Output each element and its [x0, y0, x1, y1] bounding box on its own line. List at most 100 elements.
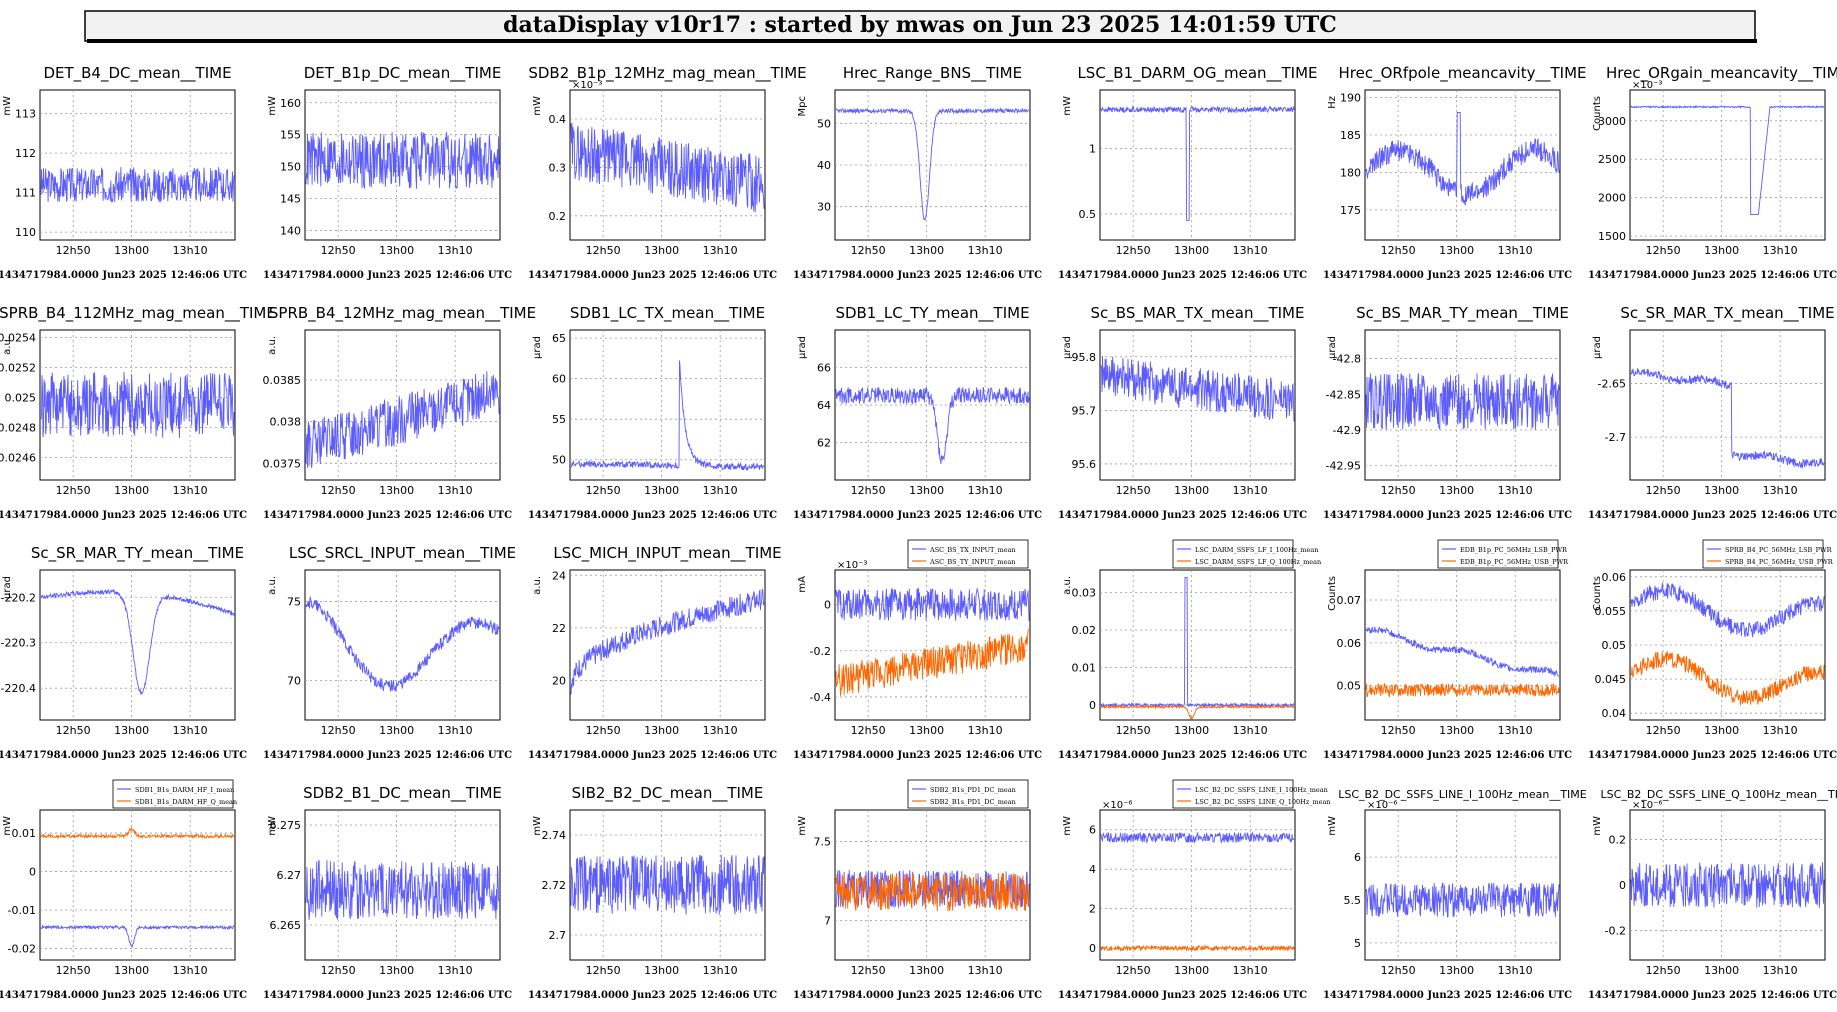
timestamp-footer: 1434717984.0000 Jun23 2025 12:46:06 UTC	[263, 990, 512, 1001]
x-tick-label: 13h00	[644, 244, 679, 257]
y-tick-label: -42.9	[1333, 424, 1361, 437]
series-line-0	[835, 587, 1030, 621]
y-tick-label: 113	[15, 108, 36, 121]
y-exponent: ×10⁻³	[1632, 80, 1662, 91]
x-tick-label: 13h10	[1498, 484, 1533, 497]
chart-panel-1: 160 155 150 145 140 12h50 13h00 13h10 DET_B1p_DC…	[263, 64, 512, 281]
x-tick-label: 13h00	[1174, 244, 1209, 257]
y-axis-label: µrad	[1327, 336, 1338, 359]
series-line-1	[835, 873, 1030, 912]
x-tick-label: 12h50	[1381, 964, 1416, 977]
plot-frame	[1629, 89, 1826, 241]
legend-label: LSC_DARM_SSFS_LF_Q_100Hz_mean	[1195, 558, 1321, 566]
chart-panel-20: 0.06 0.055 0.05 0.045 0.04 12h50 13h00 13h10 Cou…	[1588, 539, 1837, 761]
plot-frame	[39, 569, 236, 721]
series-line-0	[1365, 112, 1560, 206]
series-line-0	[1365, 625, 1560, 677]
chart-panel-5: 190 185 180 175 12h50 13h00 13h10 Hrec_ORfpole_…	[1323, 64, 1587, 281]
x-tick-label: 12h50	[851, 484, 886, 497]
series-line-1	[835, 629, 1030, 696]
chart-title: Hrec_Range_BNS__TIME	[843, 64, 1022, 83]
y-axis-label: mW	[267, 816, 278, 836]
x-tick-label: 12h50	[851, 724, 886, 737]
x-tick-label: 13h00	[909, 484, 944, 497]
y-tick-label: 50	[817, 117, 831, 130]
legend-label: SPRB_B4_PC_56MHz_USB_PWR	[1725, 558, 1834, 566]
y-axis-label: mW	[2, 96, 13, 116]
plot-frame	[1099, 89, 1296, 241]
y-tick-label: 0.0375	[263, 457, 302, 470]
plot-frame	[834, 89, 1031, 241]
y-tick-label: -220.2	[1, 591, 36, 604]
chart-panel-6: 3000 2500 2000 1500 12h50 13h00 13h10 Hrec_ORga…	[1588, 64, 1837, 281]
y-tick-label: 5.5	[1344, 894, 1362, 907]
chart-title: SDB1_LC_TY_mean__TIME	[835, 304, 1029, 323]
timestamp-footer: 1434717984.0000 Jun23 2025 12:46:06 UTC	[1588, 270, 1837, 281]
x-tick-label: 13h10	[438, 724, 473, 737]
y-exponent: ×10⁻⁶	[1632, 800, 1662, 811]
legend-box	[1172, 539, 1294, 569]
x-tick-label: 12h50	[586, 244, 621, 257]
chart-panel-7: 0.0254 0.0252 0.025 0.0248 0.0246 12h50 13h00 1…	[0, 304, 276, 521]
series-line-0	[1100, 356, 1295, 422]
series-line-1	[1101, 704, 1295, 721]
plot-frame	[1629, 329, 1826, 481]
x-tick-label: 13h10	[1498, 724, 1533, 737]
y-tick-label: 7.5	[814, 836, 832, 849]
plot-frame	[39, 89, 236, 241]
legend-label: EDB_B1p_PC_56MHz_LSB_PWR	[1460, 546, 1568, 554]
y-tick-label: 0.4	[549, 113, 567, 126]
x-tick-label: 12h50	[321, 244, 356, 257]
y-tick-label: 6.275	[270, 819, 302, 832]
x-tick-label: 12h50	[1381, 724, 1416, 737]
y-axis-label: mA	[797, 576, 808, 593]
x-tick-label: 12h50	[321, 724, 356, 737]
x-tick-label: 13h00	[114, 244, 149, 257]
y-tick-label: 155	[280, 129, 301, 142]
y-tick-label: 0.0254	[0, 332, 36, 345]
legend-box	[1172, 779, 1294, 809]
x-tick-label: 13h10	[173, 484, 208, 497]
x-tick-label: 13h00	[1439, 484, 1474, 497]
plot-frame	[1099, 569, 1296, 721]
x-tick-label: 13h00	[379, 484, 414, 497]
x-tick-label: 13h00	[379, 724, 414, 737]
y-tick-label: 0.01	[12, 827, 37, 840]
chart-title: SDB1_LC_TX_mean__TIME	[570, 304, 765, 323]
y-tick-label: 1	[1089, 143, 1096, 156]
y-tick-label: -42.85	[1326, 388, 1361, 401]
x-tick-label: 13h10	[173, 724, 208, 737]
y-tick-label: 140	[280, 224, 301, 237]
plot-frame	[569, 569, 766, 721]
y-tick-label: 0.04	[1602, 707, 1627, 720]
y-tick-label: 175	[1340, 204, 1361, 217]
y-axis-label: a.u.	[267, 576, 278, 595]
y-tick-label: 3000	[1598, 115, 1626, 128]
timestamp-footer: 1434717984.0000 Jun23 2025 12:46:06 UTC	[0, 510, 247, 521]
y-tick-label: 2	[1089, 903, 1096, 916]
chart-panel-27: 0.2 0 -0.2 12h50 13h00 13h10 LSC_B2_DC_SSFS_LI…	[1588, 788, 1837, 1001]
y-tick-label: -0.4	[810, 691, 831, 704]
y-tick-label: -220.4	[1, 682, 36, 695]
series-line-0	[305, 859, 500, 920]
x-tick-label: 12h50	[1646, 484, 1681, 497]
y-tick-label: 0	[29, 866, 36, 879]
series-line-0	[305, 131, 500, 190]
y-tick-label: 0.05	[1337, 680, 1362, 693]
y-axis-label: a.u.	[532, 576, 543, 595]
chart-panel-2: 0.4 0.3 0.2 12h50 13h00 13h10 SDB2_B1p_12MHz_m…	[528, 64, 807, 281]
y-tick-label: 95.7	[1072, 404, 1097, 417]
y-tick-label: 24	[552, 569, 566, 582]
timestamp-footer: 1434717984.0000 Jun23 2025 12:46:06 UTC	[1058, 510, 1307, 521]
x-tick-label: 13h10	[438, 244, 473, 257]
y-tick-label: -42.95	[1326, 460, 1361, 473]
timestamp-footer: 1434717984.0000 Jun23 2025 12:46:06 UTC	[1323, 270, 1572, 281]
y-axis-label: Counts	[1327, 576, 1338, 611]
y-tick-label: 0.0246	[0, 452, 36, 465]
y-tick-label: 40	[817, 159, 831, 172]
legend-label: ASC_BS_TY_INPUT_mean	[929, 558, 1015, 566]
y-tick-label: 0	[1089, 699, 1096, 712]
chart-title: Sc_SR_MAR_TY_mean__TIME	[31, 544, 244, 563]
x-tick-label: 13h00	[1704, 484, 1739, 497]
y-tick-label: 0.2	[549, 210, 567, 223]
